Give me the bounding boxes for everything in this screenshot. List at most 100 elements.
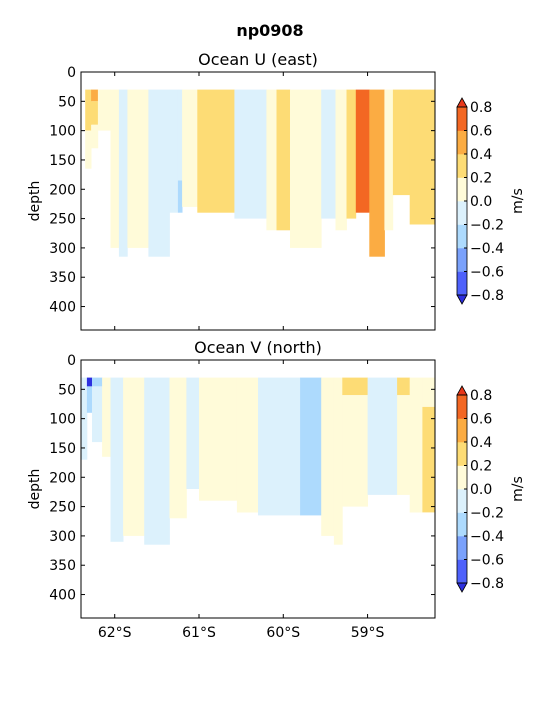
x-tick-label: 61°S [182,625,216,641]
heatmap-cell [144,377,170,545]
colorbar-label: m/s [510,188,526,214]
colorbar-band [457,536,467,560]
y-tick-label: 200 [49,470,76,486]
colorbar-band [457,154,467,178]
panel-2: Ocean V (north) 0 50 100 150 200 250 300 350 400 6… [27,338,526,641]
heatmap-cell [392,89,411,196]
colorbar-over-extension [456,385,468,396]
colorbar-tick-label: 0.2 [470,171,492,187]
colorbar-tick-label: −0.6 [470,553,504,569]
heatmap-cell [397,377,411,396]
y-tick-label: 50 [58,382,76,398]
heatmap-cell [110,377,124,542]
heatmap-cell [127,89,149,248]
y-tick-label: 150 [49,441,76,457]
heatmap-cell [91,101,99,125]
y-tick-label: 0 [67,353,76,369]
colorbar-tick-label: 0.8 [470,388,492,404]
heatmap-cell [290,89,322,248]
heatmap-cell [91,89,99,102]
colorbar-under-extension [456,294,468,305]
y-tick-label: 300 [49,241,76,257]
colorbar-band [457,442,467,466]
colorbar-band [457,271,467,296]
heatmap-cell [199,377,238,501]
y-tick-label: 350 [49,270,76,286]
colorbar-tick-label: 0.0 [470,194,492,210]
heatmap-cell [110,89,120,248]
heatmap-cell [177,180,183,213]
heatmap-cell [300,377,322,516]
heatmap-cell [422,406,436,513]
heatmap-cell [384,89,394,231]
plot-frame [80,71,436,331]
heatmap-cell [92,386,103,443]
heatmap-cell [236,377,259,513]
colorbar-band [457,248,467,272]
colorbar-label: m/s [510,476,526,502]
y-tick-label: 150 [49,153,76,169]
heatmap-cell [123,377,145,536]
heatmap-cell [367,377,398,495]
colorbar-tick-label: 0.4 [470,435,492,451]
colorbar-band [457,201,467,225]
colorbar-tick-label: 0.2 [470,459,492,475]
heatmap-cell [355,89,370,213]
colorbar-tick-label: −0.4 [470,241,504,257]
y-tick-label: 300 [49,529,76,545]
heatmap-cell [342,395,368,507]
heatmap-cell [409,377,423,513]
heatmap-cell [85,130,92,169]
colorbar-tick-label: −0.8 [470,288,504,304]
heatmap-cell [397,395,411,495]
heatmap-cell [197,89,235,213]
colorbar-band [457,224,467,249]
colorbar-tick-label: −0.2 [470,218,504,234]
heatmap-cell [169,89,179,213]
panel-title: Ocean U (east) [198,50,318,69]
heatmap-cell [369,89,385,257]
colorbar-band [457,512,467,537]
colorbar-band [457,418,467,443]
y-tick-label: 100 [49,124,76,140]
y-tick-label: 400 [49,588,76,604]
colorbar-tick-label: 0.6 [470,412,492,428]
y-tick-label: 400 [49,300,76,316]
y-tick-label: 250 [49,500,76,516]
heatmap-cell [177,89,183,181]
heatmap-cell [186,377,200,489]
heatmap-cell [266,89,277,231]
colorbar-tick-label: −0.6 [470,265,504,281]
heatmap-cell [92,377,103,387]
heatmap-cell [97,89,111,131]
heatmap-cell [86,386,93,413]
heatmap-cell [346,89,357,219]
colorbar-band [457,395,467,419]
y-axis-label: depth [27,469,43,510]
colorbar-tick-label: 0.6 [470,124,492,140]
heatmap-cell [118,89,128,257]
heatmap-cell [276,89,291,231]
x-tick-label: 62°S [98,625,132,641]
colorbar-band [457,177,467,202]
heatmap-cell [234,89,267,219]
colorbar-tick-label: −0.8 [470,576,504,592]
x-tick-label: 59°S [351,625,385,641]
colorbar-over-extension [456,97,468,108]
y-axis-label: depth [27,181,43,222]
heatmap-cell [333,377,343,545]
colorbar-band [457,107,467,131]
colorbar-band [457,130,467,155]
y-tick-label: 50 [58,94,76,110]
colorbar-under-extension [456,582,468,593]
heatmap-cell [169,377,187,519]
heatmap-cell [321,377,335,536]
y-tick-label: 250 [49,212,76,228]
heatmap-cell [321,89,336,219]
heatmap-cell [85,89,92,131]
heatmap-cell [335,89,347,231]
y-tick-label: 200 [49,182,76,198]
heatmap-cell [258,377,301,516]
plot-frame [80,359,436,619]
figure-title: np0908 [236,21,303,40]
